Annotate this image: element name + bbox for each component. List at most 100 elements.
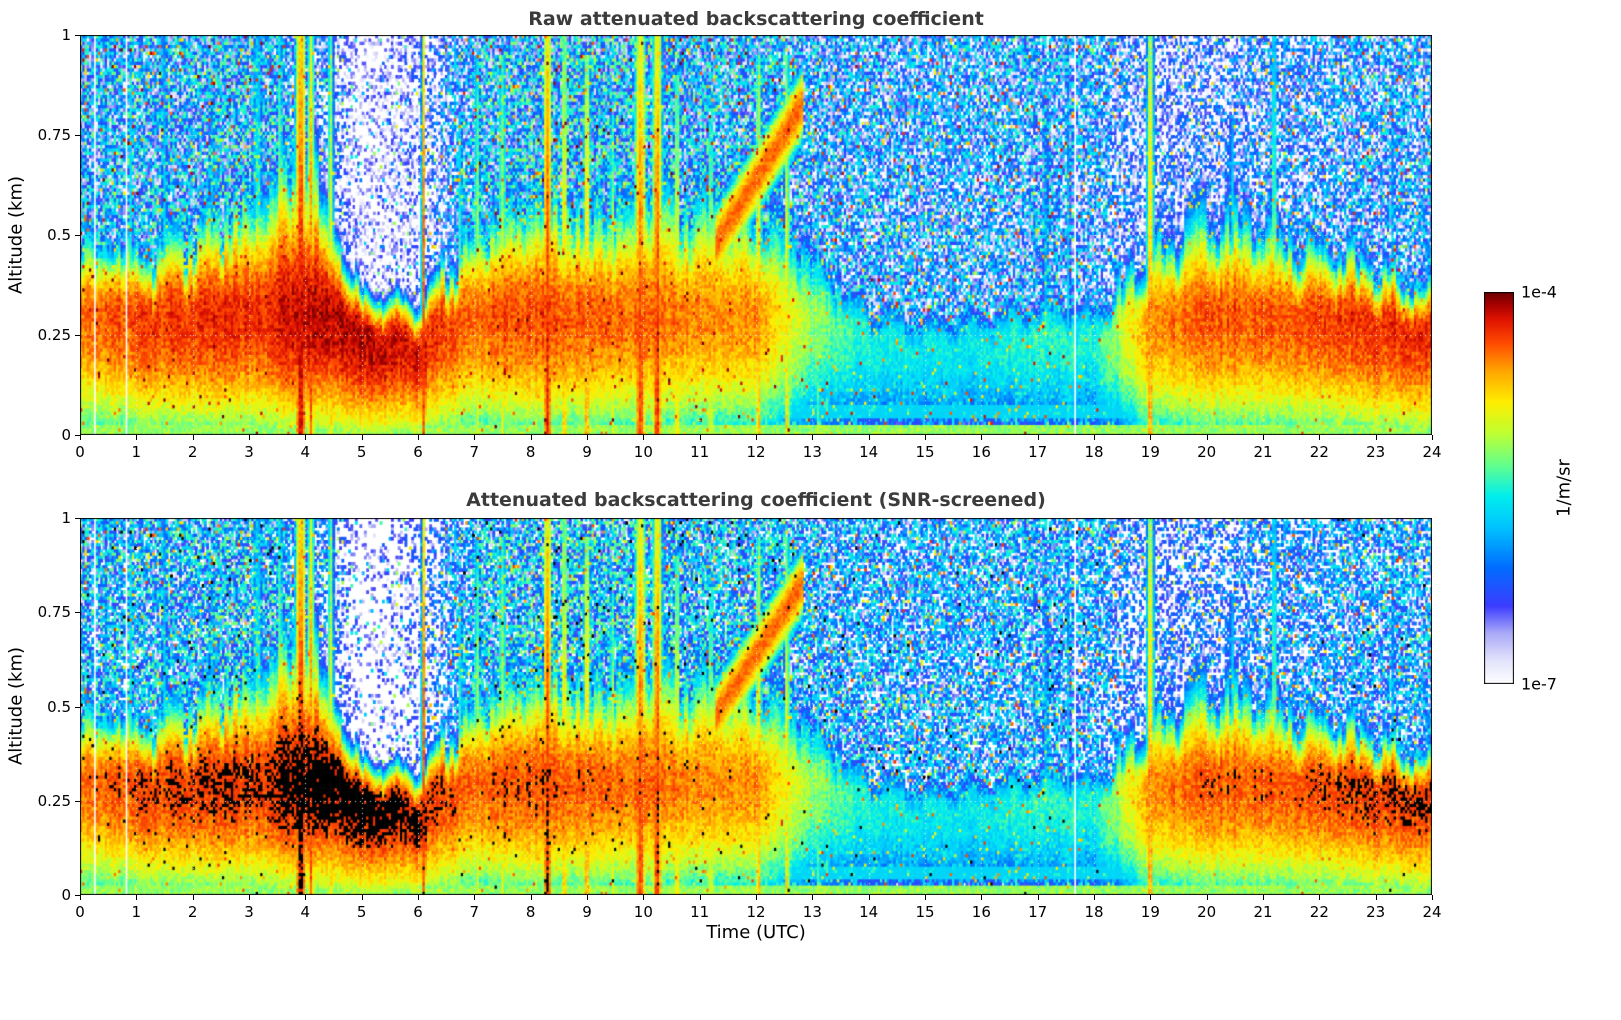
x-tick-label: 7 [469,443,480,461]
x-tick-label: 24 [1422,443,1442,461]
x-tick-label: 20 [1197,443,1217,461]
x-tick [418,895,419,900]
x-tick [1263,895,1264,900]
y-tick [75,706,80,708]
y-tick-label: 0.75 [37,126,71,144]
x-tick [136,895,138,900]
x-tick [530,895,532,900]
x-tick [1037,895,1039,900]
x-tick [812,435,814,440]
colorbar-max-label: 1e-4 [1521,282,1557,302]
x-tick [418,435,419,440]
x-tick-label: 15 [915,903,935,921]
x-tick-label: 18 [1084,443,1104,461]
y-tick-label: 0 [61,426,71,444]
x-tick [80,895,81,900]
x-tick [868,895,870,900]
y-tick [75,35,80,36]
x-tick-label: 8 [525,903,536,921]
y-tick-label: 0.25 [37,326,71,344]
x-tick [1375,895,1377,900]
x-tick-label: 22 [1309,443,1329,461]
x-tick [305,895,307,900]
x-tick-label: 12 [746,903,766,921]
y-tick [75,800,80,802]
x-tick [1432,435,1433,440]
x-tick-label: 14 [859,903,879,921]
x-tick-label: 4 [300,443,311,461]
x-tick-label: 5 [356,443,367,461]
y-tick [75,612,80,614]
y-tick-label: 0.75 [37,603,71,622]
x-tick [699,435,701,440]
y-tick [75,895,80,896]
x-tick-label: 21 [1253,443,1273,461]
panel2-heatmap [80,518,1432,895]
x-tick-label: 1 [131,903,142,921]
x-tick-label: 16 [971,443,991,461]
x-tick [1206,435,1208,440]
x-tick [192,895,194,900]
x-tick-label: 21 [1253,903,1273,921]
x-tick [868,435,870,440]
x-tick [812,895,814,900]
x-tick [530,435,532,440]
panel1-title: Raw attenuated backscattering coefficien… [528,8,984,30]
x-tick-label: 11 [690,903,710,921]
y-tick [75,235,80,236]
x-tick [361,895,363,900]
x-tick [1432,895,1433,900]
x-tick [587,435,588,440]
x-tick-label: 9 [582,443,592,461]
y-tick-label: 0.5 [47,226,71,244]
x-tick [1094,895,1095,900]
x-tick [925,435,926,440]
x-tick-label: 1 [131,443,142,461]
x-tick-label: 3 [244,903,254,921]
x-tick-label: 2 [187,903,198,921]
x-tick-label: 19 [1140,443,1160,461]
y-tick-label: 0.25 [37,791,71,810]
x-tick-label: 18 [1084,903,1104,921]
x-tick-label: 14 [859,443,879,461]
x-tick [643,895,645,900]
x-tick [981,895,983,900]
y-tick [75,135,80,136]
x-tick-label: 22 [1309,903,1329,921]
x-tick [756,895,757,900]
x-tick [136,435,138,440]
x-tick [1150,435,1152,440]
x-tick [305,435,307,440]
x-tick-label: 10 [633,443,653,461]
x-tick-label: 13 [802,903,822,921]
y-tick-label: 0.5 [47,697,71,716]
x-tick [474,895,476,900]
x-tick [1319,435,1321,440]
x-tick-label: 8 [525,443,536,461]
x-tick-label: 6 [413,903,423,921]
x-tick-label: 7 [469,903,480,921]
panel2-title: Attenuated backscattering coefficient (S… [466,489,1046,511]
x-tick-label: 6 [413,443,423,461]
x-tick [1094,435,1095,440]
y-tick-label: 1 [61,26,71,44]
x-tick-label: 23 [1366,443,1386,461]
x-tick-label: 15 [915,443,935,461]
x-tick-label: 17 [1028,443,1048,461]
x-tick-label: 0 [75,443,85,461]
x-tick-label: 13 [802,443,822,461]
colorbar-min-label: 1e-7 [1521,674,1557,694]
x-tick [756,435,757,440]
x-tick [643,435,645,440]
x-tick-label: 0 [75,903,85,921]
x-tick [192,435,194,440]
panel2-y-axis-label: Altitude (km) [5,646,27,766]
x-axis-label: Time (UTC) [706,922,806,943]
x-tick [1319,895,1321,900]
x-tick-label: 11 [690,443,710,461]
colorbar [1484,292,1514,684]
y-tick [75,435,80,436]
x-tick [699,895,701,900]
y-tick-label: 0 [61,886,71,904]
